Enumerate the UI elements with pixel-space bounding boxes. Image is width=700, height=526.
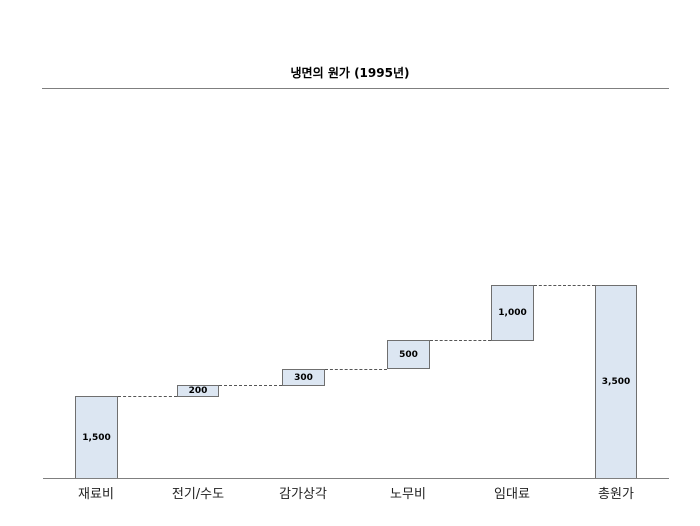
connector-2: [219, 385, 282, 386]
connector-3: [325, 369, 387, 370]
bar-material: 1,500: [75, 396, 118, 479]
bar-value-label: 1,000: [498, 308, 527, 318]
title-rule: [42, 88, 669, 89]
x-tick-label: 재료비: [78, 487, 114, 502]
connector-1: [118, 396, 177, 397]
x-tick-label: 전기/수도: [171, 487, 225, 502]
bar-labor: 500: [387, 340, 430, 369]
x-axis-line: [43, 478, 669, 479]
x-tick-label: 임대료: [494, 487, 530, 502]
chart-title: 냉면의 원가 (1995년): [290, 66, 410, 80]
connector-5: [534, 285, 595, 286]
x-tick-label: 총원가: [598, 487, 634, 502]
bar-value-label: 3,500: [601, 377, 631, 387]
bar-value-label: 500: [399, 349, 418, 360]
x-tick-label: 노무비: [390, 487, 426, 502]
bar-utilities: 200: [177, 385, 219, 397]
bar-depreciation: 300: [282, 369, 325, 386]
connector-4: [430, 340, 491, 341]
bar-value-label: 300: [294, 372, 313, 383]
bar-value-label: 200: [188, 386, 208, 396]
bar-value-label: 1,500: [82, 432, 111, 443]
x-tick-label: 감가상각: [279, 487, 327, 502]
bar-total: 3,500: [595, 285, 637, 479]
bar-rent: 1,000: [491, 285, 534, 341]
